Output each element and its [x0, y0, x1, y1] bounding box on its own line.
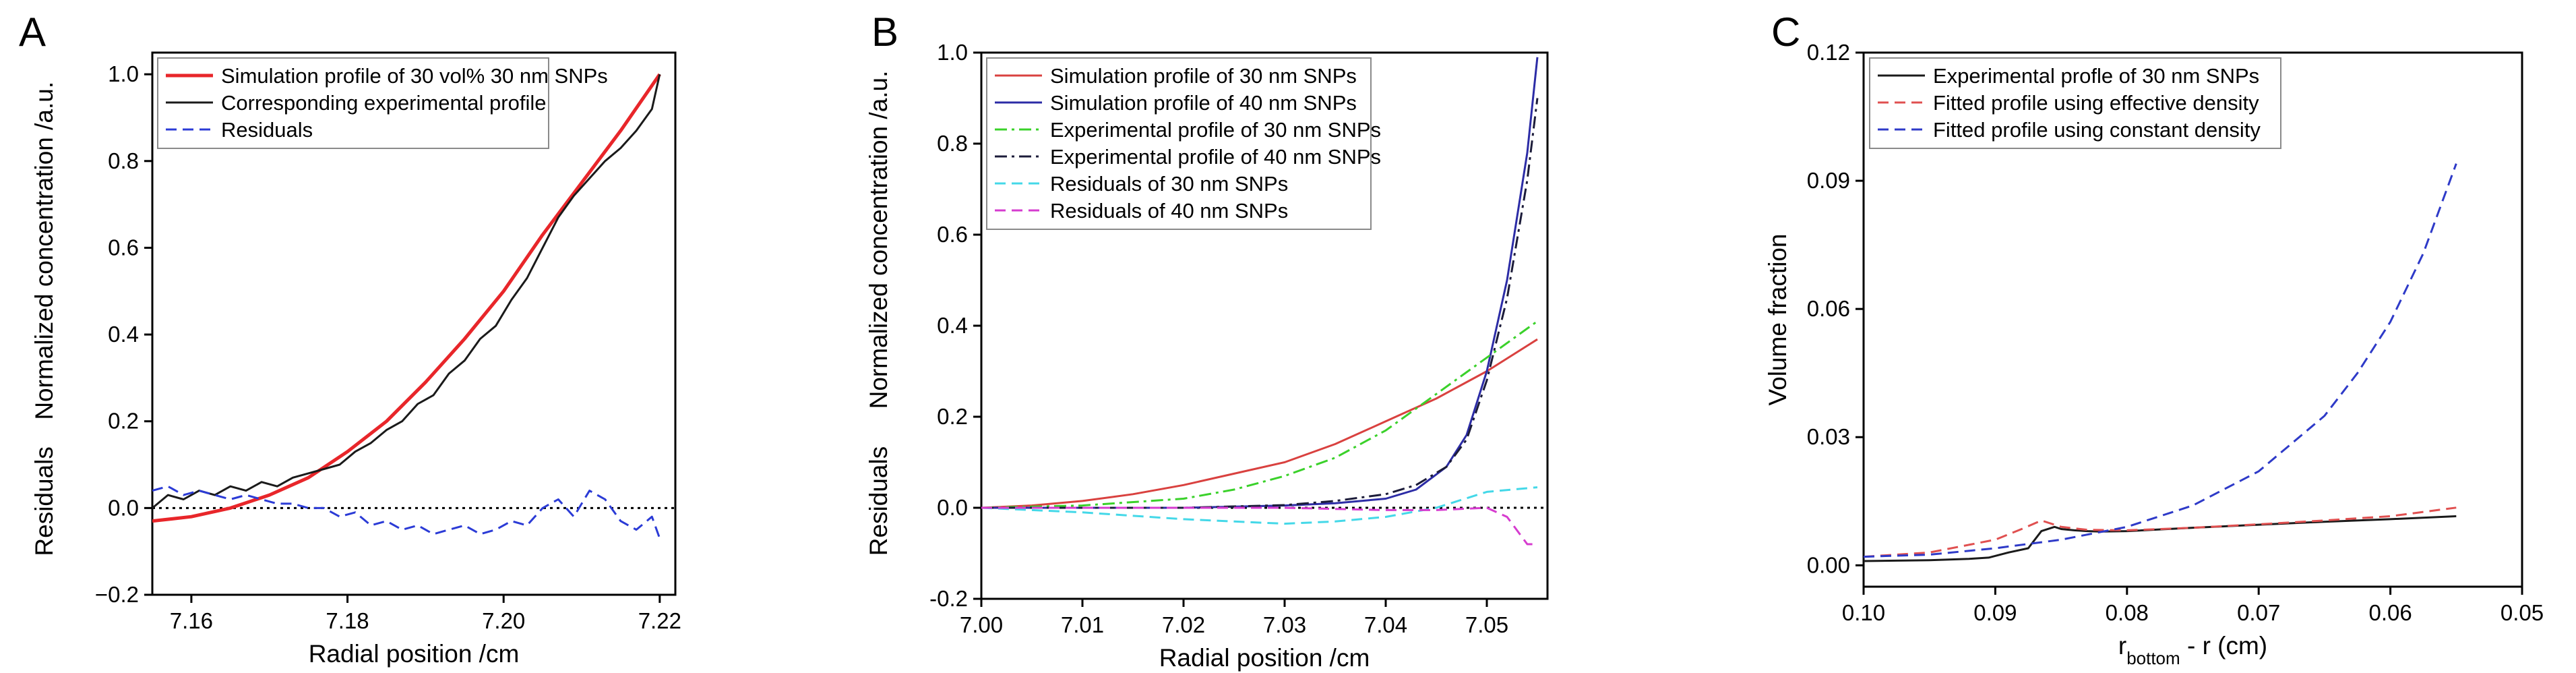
panel-b-ytick-label: 0.4 — [937, 313, 968, 338]
panel-b-legend-label-2: Simulation profile of 40 nm SNPs — [1050, 91, 1357, 115]
panel-a-series-2-line — [152, 74, 661, 509]
panel-c: C 0.10 0.09 0.08 0.07 0.06 0.05 0.00 0.03 0.06 0.… — [1764, 9, 2544, 668]
panel-b-ytick-label: 0.2 — [937, 404, 968, 429]
panel-c-series-1-line — [1864, 515, 2457, 562]
panel-b-legend-label-3: Experimental profile of 30 nm SNPs — [1050, 118, 1381, 142]
panel-b-ytick-label: 0.6 — [937, 222, 968, 247]
panel-a: A 7.16 7.18 7.20 7.22 −0.2 0.0 0.2 0.4 0.6 0.8 1.0… — [19, 9, 681, 668]
panel-c-ytick-label: 0.12 — [1807, 40, 1850, 65]
panel-b-xtick-label: 7.02 — [1162, 612, 1205, 637]
panel-a-xtick-label: 7.16 — [170, 608, 213, 633]
panel-a-series-1-line — [152, 73, 661, 523]
panel-b-ytick-label: 0.8 — [937, 131, 968, 156]
panel-a-series-3-line — [152, 485, 661, 539]
panel-b-x-axis-title: Radial position /cm — [1159, 644, 1370, 672]
panel-b-legend-box — [986, 57, 1372, 230]
panel-a-ytick-label: 0.8 — [108, 148, 139, 173]
panel-b-series-5-line — [981, 486, 1538, 525]
panel-a-ytick-label: 0.6 — [108, 235, 139, 260]
panel-b-y-axis-title-concentration: Normalized concentration /a.u. — [865, 71, 892, 409]
panel-a-legend-label-2: Corresponding experimental profile — [221, 91, 546, 115]
panel-a-y-axis-title-concentration: Normalized concentration /a.u. — [30, 82, 58, 420]
panel-c-xtick-label: 0.06 — [2368, 600, 2412, 625]
panel-c-ytick-label: 0.03 — [1807, 424, 1850, 449]
panel-c-legend-label-2: Fitted profile using effective density — [1933, 91, 2259, 115]
panel-c-x-axis-suffix: - r (cm) — [2180, 632, 2267, 660]
panel-b-xtick-label: 7.04 — [1364, 612, 1407, 637]
panel-b-letter: B — [871, 9, 898, 55]
panel-a-plot-frame — [151, 51, 677, 596]
panel-a-ytick-label: 0.2 — [108, 409, 139, 434]
panel-b-series-6-line — [981, 506, 1537, 546]
panel-b-legend-label-1: Simulation profile of 30 nm SNPs — [1050, 64, 1357, 88]
panel-b-series-1-line — [981, 338, 1538, 509]
panel-b-series-3-line — [981, 320, 1538, 509]
panel-b-y-axis-title-residuals: Residuals — [865, 446, 892, 556]
panel-b-series-4-line — [981, 98, 1539, 509]
panel-b-xtick-label: 7.05 — [1465, 612, 1508, 637]
panel-b-legend-label-6: Residuals of 40 nm SNPs — [1050, 199, 1288, 223]
panel-b-ytick-label: -0.2 — [929, 586, 968, 611]
panel-c-ytick-label: 0.00 — [1807, 552, 1850, 577]
panel-c-x-axis-subscript: bottom — [2126, 648, 2180, 668]
panel-b-ytick-label: 1.0 — [937, 40, 968, 65]
panel-c-legend-label-1: Experimental profle of 30 nm SNPs — [1933, 64, 2259, 88]
panel-b-series-2-line — [981, 57, 1539, 509]
panel-b-ytick-label: 0.0 — [937, 495, 968, 520]
panel-a-ytick-label: 0.4 — [108, 322, 139, 347]
panel-a-legend-label-1: Simulation profile of 30 vol% 30 nm SNPs — [221, 64, 608, 88]
panel-b-legend-label-5: Residuals of 30 nm SNPs — [1050, 172, 1288, 196]
panel-a-xtick-label: 7.18 — [326, 608, 369, 633]
panel-c-xtick-label: 0.10 — [1842, 600, 1885, 625]
panel-a-ytick-label: −0.2 — [95, 582, 139, 607]
panel-b-xtick-label: 7.03 — [1263, 612, 1306, 637]
panel-c-ytick-label: 0.06 — [1807, 296, 1850, 321]
panel-c-xtick-label: 0.07 — [2237, 600, 2280, 625]
panel-c-y-axis-title: Volume fraction — [1764, 233, 1791, 405]
panel-c-ytick-label: 0.09 — [1807, 168, 1850, 193]
panel-c-xtick-label: 0.09 — [1973, 600, 2017, 625]
panel-c-letter: C — [1771, 9, 1800, 55]
panel-b-legend-label-4: Experimental profile of 40 nm SNPs — [1050, 145, 1381, 169]
panel-c-xtick-label: 0.05 — [2501, 600, 2544, 625]
panel-c-xtick-label: 0.08 — [2106, 600, 2149, 625]
panel-a-ytick-label: 0.0 — [108, 495, 139, 520]
panel-c-plot-frame — [1862, 51, 2523, 588]
panel-b-xtick-label: 7.01 — [1061, 612, 1104, 637]
panel-b: B 7.00 7.01 7.02 7.03 7.04 7.05 -0.2 0.0 0.2 0.4 0… — [865, 9, 1549, 672]
panel-c-legend-box — [1869, 57, 2281, 149]
panel-c-series-2-line — [1864, 506, 2457, 558]
panel-b-xtick-label: 7.00 — [960, 612, 1003, 637]
panel-a-letter: A — [19, 9, 46, 55]
panel-a-xtick-label: 7.22 — [638, 608, 681, 633]
panel-a-y-axis-title-residuals: Residuals — [30, 446, 58, 556]
panel-a-x-axis-title: Radial position /cm — [309, 640, 520, 668]
panel-c-series-3-line — [1864, 163, 2457, 558]
panel-a-ytick-label: 1.0 — [108, 61, 139, 86]
panel-a-legend-label-3: Residuals — [221, 118, 313, 142]
panel-c-legend-label-3: Fitted profile using constant density — [1933, 118, 2261, 142]
panel-c-x-axis-title: rbottom - r (cm) — [2118, 632, 2267, 668]
panel-a-legend-box — [157, 57, 549, 149]
panel-a-xtick-label: 7.20 — [482, 608, 525, 633]
